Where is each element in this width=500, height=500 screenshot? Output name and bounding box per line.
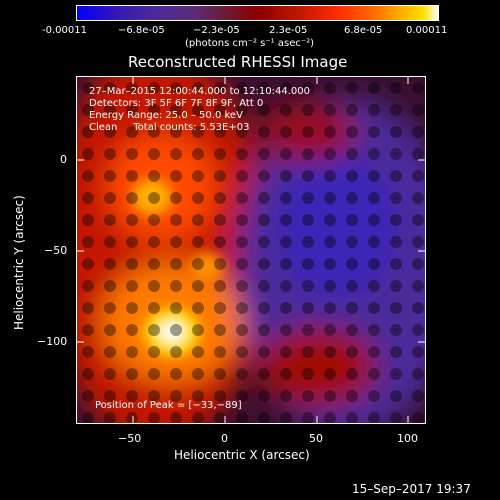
colorbar-tick-6: 0.00011	[406, 25, 448, 36]
x-tick-label: 0	[221, 432, 228, 445]
plot-title: Reconstructed RHESSI Image	[128, 53, 348, 71]
annotation-time-range: 27–Mar–2015 12:00:44.000 to 12:10:44.000	[89, 86, 310, 97]
rhessi-image: 27–Mar–2015 12:00:44.000 to 12:10:44.000…	[76, 76, 426, 424]
colorbar-unit-label: (photons cm⁻² s⁻¹ asec⁻²)	[185, 38, 315, 49]
y-tick-label: −100	[37, 335, 68, 348]
y-axis-title: Heliocentric Y (arcsec)	[12, 195, 26, 330]
annotation-peak-position: Position of Peak = [−33,−89]	[95, 400, 242, 411]
colorbar-tick-4: 2.3e-05	[269, 25, 308, 36]
colorbar-tick-2: −6.8e-05	[118, 25, 165, 36]
annotation-energy-range: Energy Range: 25.0 – 50.0 keV	[89, 110, 243, 121]
colorbar-tick-5: 6.8e-05	[344, 25, 383, 36]
pixel-texture	[77, 77, 425, 423]
y-tick-label: −50	[44, 244, 68, 257]
x-tick-label: −50	[118, 432, 142, 445]
x-tick-label: 50	[309, 432, 323, 445]
annotation-total-counts: Clean Total counts: 5.53E+03	[89, 122, 249, 133]
colorbar-tick-1: -0.00011	[42, 25, 87, 36]
rhessi-image-pixels: 27–Mar–2015 12:00:44.000 to 12:10:44.000…	[77, 77, 425, 423]
annotation-detectors: Detectors: 3F 5F 6F 7F 8F 9F, Att 0	[89, 98, 263, 109]
y-tick-label: 0	[60, 153, 67, 166]
x-axis-title: Heliocentric X (arcsec)	[174, 448, 310, 462]
colorbar	[76, 5, 439, 21]
generation-timestamp: 15–Sep–2017 19:37	[352, 482, 471, 496]
x-tick-label: 100	[397, 432, 418, 445]
colorbar-tick-3: −2.3e-05	[193, 25, 240, 36]
